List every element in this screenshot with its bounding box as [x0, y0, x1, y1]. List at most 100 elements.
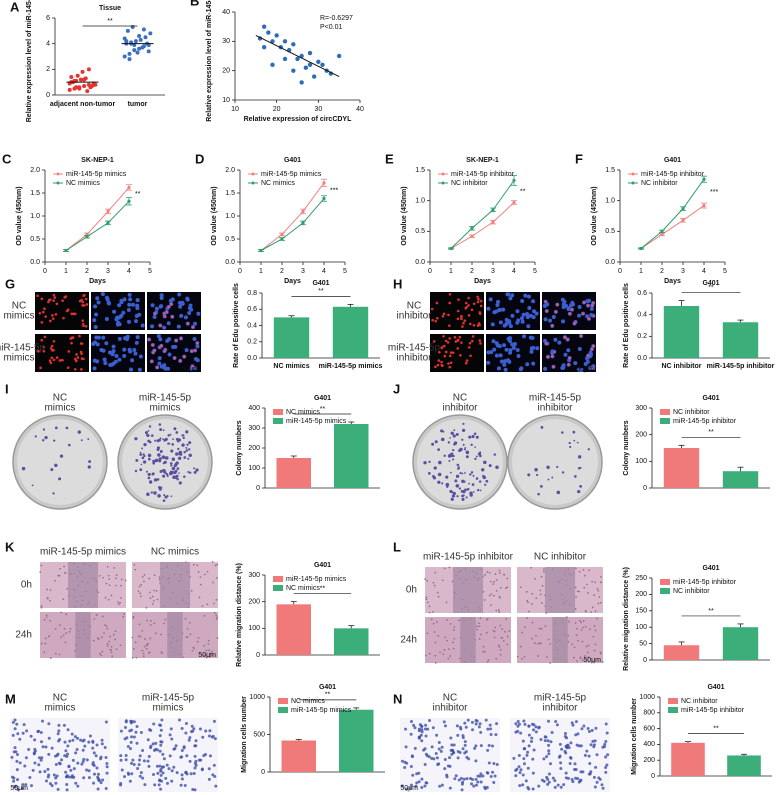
cell: [54, 652, 57, 655]
cell: [147, 338, 151, 341]
y-tick-label: 0: [46, 92, 50, 99]
cell: [57, 729, 61, 733]
cell: [84, 297, 88, 301]
nucleus: [113, 359, 118, 364]
cell: [216, 576, 218, 579]
nucleus: [159, 364, 164, 369]
cell: [54, 781, 58, 785]
nucleus: [589, 306, 594, 311]
nucleus: [108, 362, 113, 367]
cell: [22, 723, 26, 727]
cell: [138, 585, 141, 588]
cell: [145, 644, 148, 647]
cell: [474, 777, 478, 781]
cell: [52, 299, 55, 302]
y-tick-label: 0.5: [30, 236, 40, 243]
colony: [142, 453, 145, 456]
cell: [459, 725, 463, 729]
cell: [15, 759, 19, 763]
colony: [495, 465, 499, 470]
nucleus: [529, 346, 534, 351]
nucleus: [495, 303, 500, 308]
cell: [100, 654, 103, 657]
nucleus: [515, 309, 520, 314]
cell: [70, 312, 74, 316]
cell: [123, 726, 127, 730]
cell: [157, 783, 161, 787]
cell: [517, 765, 521, 769]
cell: [124, 758, 128, 762]
cell: [49, 361, 53, 365]
cell: [164, 776, 168, 780]
colony: [452, 434, 456, 438]
cell: [106, 645, 109, 647]
photo-label: NC: [53, 393, 67, 404]
panel-letter: J: [393, 381, 400, 396]
nucleus: [531, 309, 536, 314]
cell: [141, 748, 145, 752]
bar: [663, 448, 700, 488]
colony: [173, 470, 177, 475]
cell: [479, 780, 483, 784]
nucleus: [180, 300, 185, 305]
cell: [203, 654, 206, 657]
data-point: [85, 89, 90, 94]
cell: [52, 773, 56, 777]
cell: [593, 739, 597, 743]
x-axis-label: Relative expression of circCDYL: [244, 116, 352, 123]
cell: [50, 784, 54, 788]
photo-label: 24h: [15, 630, 32, 641]
nucleus: [196, 311, 201, 316]
cell: [62, 598, 65, 601]
cell: [145, 606, 148, 609]
photo: [132, 561, 219, 609]
colony: [185, 446, 188, 449]
nucleus: [92, 358, 97, 363]
photo-label: NC: [453, 393, 467, 404]
cell: [198, 727, 202, 731]
colony: [171, 466, 176, 471]
cell: [552, 365, 555, 369]
data-point: [122, 54, 127, 59]
cell: [567, 634, 570, 637]
cell: [580, 621, 583, 624]
cell: [472, 302, 476, 306]
cell: [589, 743, 593, 747]
colony: [177, 447, 180, 451]
legend-swatch: [668, 698, 678, 704]
nucleus: [576, 367, 581, 372]
nucleus: [102, 357, 107, 362]
cell: [527, 724, 531, 728]
nucleus: [497, 308, 502, 313]
y-axis-label: Rate of Edu positive cells: [233, 283, 240, 368]
cell: [520, 645, 522, 648]
nucleus: [529, 349, 534, 354]
cell: [484, 718, 488, 722]
cell: [205, 649, 208, 652]
cell: [138, 758, 142, 762]
cell: [476, 774, 480, 778]
cell: [188, 759, 192, 763]
cell: [80, 368, 83, 371]
cell: [46, 775, 50, 779]
y-tick-label: 2.0: [225, 167, 235, 174]
y-tick-label: 1.5: [605, 167, 615, 174]
cell: [493, 580, 495, 583]
cell: [99, 755, 103, 759]
y-tick-label: 100: [248, 625, 260, 632]
y-tick-label: 100: [635, 624, 647, 631]
data-point: [270, 62, 275, 67]
cell: [534, 730, 538, 734]
panel-letter: B: [190, 0, 199, 8]
y-axis-label: Rate of Edu positive cells: [623, 283, 630, 368]
cell: [479, 744, 483, 748]
colony: [158, 438, 161, 442]
cell: [452, 629, 455, 631]
cell: [564, 776, 568, 780]
cell: [575, 596, 577, 598]
cell: [597, 589, 600, 592]
cell: [173, 747, 177, 751]
y-tick-label: 1.0: [30, 213, 40, 220]
cell: [443, 649, 446, 651]
nucleus: [159, 304, 164, 309]
